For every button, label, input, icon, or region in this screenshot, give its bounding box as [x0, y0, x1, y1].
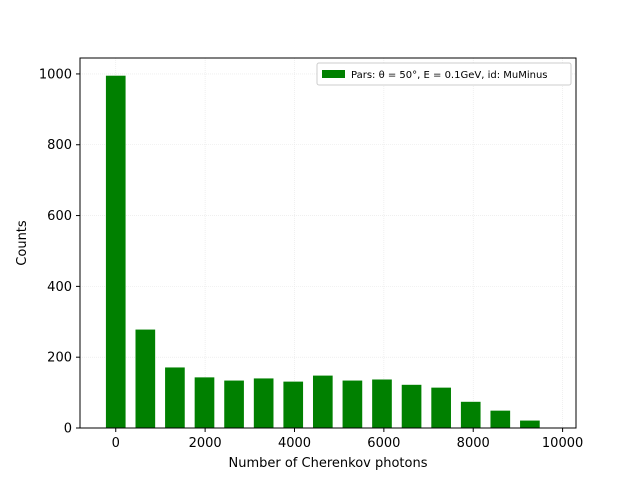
- bar: [253, 378, 274, 428]
- bar: [135, 329, 156, 428]
- bar: [460, 401, 481, 428]
- x-axis-ticks: 0 2000 4000 6000 8000 10000: [112, 428, 583, 451]
- legend-label: Pars: θ = 50°, E = 0.1GeV, id: MuMinus: [351, 70, 548, 81]
- bar: [194, 377, 215, 428]
- y-tick-label: 0: [64, 422, 72, 437]
- y-tick-label: 200: [47, 351, 72, 366]
- bar: [165, 367, 185, 428]
- bar: [490, 410, 511, 428]
- bar: [342, 380, 363, 428]
- x-tick-label: 6000: [367, 436, 400, 451]
- y-axis-ticks: 0 200 400 600 800 1000: [39, 67, 80, 437]
- bar: [431, 387, 451, 428]
- bar: [520, 420, 540, 428]
- legend-swatch: [322, 70, 345, 78]
- bar: [224, 380, 244, 428]
- y-tick-label: 600: [47, 209, 72, 224]
- y-tick-label: 1000: [39, 67, 72, 82]
- x-tick-label: 4000: [278, 436, 311, 451]
- y-tick-label: 800: [47, 138, 72, 153]
- bar: [312, 375, 333, 428]
- x-tick-label: 0: [112, 436, 120, 451]
- x-axis-label: Number of Cherenkov photons: [229, 456, 428, 471]
- axes-frame: [79, 57, 577, 429]
- bar: [401, 384, 422, 428]
- x-tick-label: 2000: [189, 436, 222, 451]
- y-tick-label: 400: [47, 280, 72, 295]
- legend: Pars: θ = 50°, E = 0.1GeV, id: MuMinus: [316, 62, 572, 86]
- x-tick-label: 10000: [542, 436, 583, 451]
- y-axis-label: Counts: [15, 220, 30, 266]
- bars: [105, 75, 540, 429]
- x-tick-label: 8000: [457, 436, 490, 451]
- legend-box: [316, 62, 572, 86]
- bar: [372, 379, 392, 428]
- bar: [105, 75, 126, 429]
- bar: [283, 381, 304, 428]
